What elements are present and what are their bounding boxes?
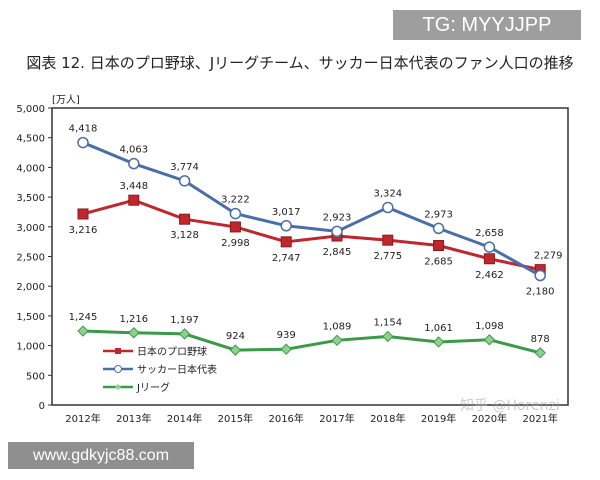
data-label: 3,216 <box>69 225 98 236</box>
x-tick-label: 2017年 <box>319 412 354 425</box>
data-point <box>432 336 445 348</box>
data-label: 2,998 <box>221 238 250 249</box>
data-point <box>280 236 292 248</box>
data-label: 2,775 <box>373 251 402 262</box>
x-tick-label: 2012年 <box>65 412 100 425</box>
data-point <box>433 240 445 252</box>
data-point <box>534 269 546 282</box>
data-point <box>179 213 191 225</box>
y-tick-label: 2,500 <box>16 253 45 264</box>
x-tick-label: 2021年 <box>522 412 557 425</box>
data-point <box>534 347 546 359</box>
data-point <box>382 330 394 343</box>
x-tick-label: 2016年 <box>268 412 303 425</box>
x-tick-label: 2020年 <box>472 412 507 425</box>
data-label: 2,685 <box>424 257 453 268</box>
legend-entry: サッカー日本代表 <box>137 363 217 376</box>
data-point <box>77 208 89 220</box>
data-point <box>483 334 496 346</box>
y-tick-label: 3,000 <box>16 223 45 234</box>
data-label: 1,089 <box>323 321 352 332</box>
data-label: 1,197 <box>170 315 199 326</box>
data-label: 2,845 <box>323 247 352 258</box>
x-tick-label: 2015年 <box>218 412 253 425</box>
data-point <box>382 201 394 214</box>
data-label: 878 <box>531 334 550 345</box>
y-tick-label: 1,000 <box>16 342 45 353</box>
data-label: 1,216 <box>119 314 148 325</box>
data-point <box>128 194 140 206</box>
data-label: 3,324 <box>373 189 402 200</box>
data-label: 4,063 <box>119 145 148 156</box>
data-point <box>483 241 496 253</box>
data-label: 2,658 <box>475 228 504 239</box>
data-label: 2,973 <box>424 209 453 220</box>
series-line-2 <box>82 329 541 355</box>
data-label: 3,017 <box>272 207 301 218</box>
chart-title: 図表 12. 日本のプロ野球、Jリーグチーム、サッカー日本代表のファン人口の推移 <box>26 54 574 72</box>
legend-entry: Jリーグ <box>136 381 170 394</box>
y-axis-label: [万人] <box>52 94 80 106</box>
data-label: 2,747 <box>272 253 301 264</box>
series-line-0 <box>82 198 541 272</box>
y-tick-label: 5,000 <box>16 104 45 115</box>
y-tick-label: 3,500 <box>16 193 45 204</box>
data-label: 1,098 <box>475 321 504 332</box>
data-point <box>229 221 241 233</box>
data-label: 2,462 <box>475 270 504 281</box>
legend-marker <box>114 365 122 373</box>
legend-marker <box>115 348 121 354</box>
y-tick-label: 4,000 <box>16 163 45 174</box>
data-point <box>128 327 140 339</box>
y-tick-label: 500 <box>26 371 45 382</box>
data-label: 3,774 <box>170 162 199 173</box>
site-badge: www.gdkyjc88.com <box>8 442 194 469</box>
data-label: 4,418 <box>69 124 98 135</box>
data-point <box>178 328 191 340</box>
data-point <box>331 225 343 238</box>
y-tick-label: 0 <box>39 401 45 412</box>
data-point <box>382 234 394 246</box>
data-label: 939 <box>277 330 296 341</box>
y-tick-label: 1,500 <box>16 312 45 323</box>
data-label: 3,448 <box>119 181 148 192</box>
data-label: 1,061 <box>424 323 453 334</box>
series-line-1 <box>82 141 541 277</box>
x-tick-label: 2018年 <box>370 412 405 425</box>
data-label: 1,245 <box>69 312 98 323</box>
data-label: 924 <box>226 331 245 342</box>
data-point <box>432 222 445 235</box>
data-point <box>229 207 242 220</box>
data-point <box>331 334 343 347</box>
data-point <box>280 220 292 232</box>
y-tick-label: 4,500 <box>16 134 45 145</box>
data-label: 2,923 <box>323 212 352 223</box>
x-tick-label: 2014年 <box>167 412 202 425</box>
data-point <box>229 344 242 356</box>
data-point <box>483 253 495 265</box>
x-tick-label: 2019年 <box>421 412 456 425</box>
data-label: 1,154 <box>373 317 402 328</box>
legend-entry: 日本のプロ野球 <box>137 345 207 358</box>
data-point <box>280 343 292 355</box>
data-label: 3,222 <box>221 195 250 206</box>
y-tick-label: 2,000 <box>16 282 45 293</box>
data-point <box>178 175 191 187</box>
data-point <box>77 136 89 149</box>
legend-marker <box>115 384 121 390</box>
data-label: 3,128 <box>170 230 199 241</box>
data-point <box>77 325 89 337</box>
x-tick-label: 2013年 <box>116 412 151 425</box>
watermark: 知乎 @Horenzi <box>460 398 560 414</box>
data-label: 2,180 <box>526 287 555 298</box>
data-point <box>128 157 140 170</box>
data-label: 2,279 <box>534 251 563 262</box>
tg-badge: TG: MYYJJPP <box>393 10 581 40</box>
